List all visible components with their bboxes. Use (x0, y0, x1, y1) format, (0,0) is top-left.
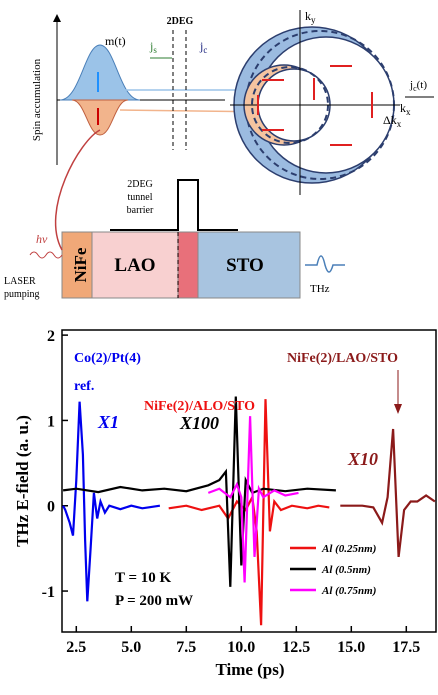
annotation: X100 (179, 413, 219, 433)
label: tunnel (128, 192, 153, 203)
layer-label: STO (226, 255, 264, 276)
y-tick-label: 1 (47, 413, 55, 430)
label: 2DEG (167, 16, 194, 27)
wave (30, 252, 62, 258)
y-tick-label: 0 (47, 499, 55, 516)
x-tick-label: 2.5 (66, 639, 86, 656)
annotation: NiFe(2)/LAO/STO (287, 351, 398, 366)
t: x (406, 107, 411, 117)
x-tick-label: 12.5 (282, 639, 310, 656)
annotation: T = 10 K (115, 570, 172, 586)
t: x (397, 119, 402, 129)
annotation: NiFe(2)/ALO/STO (144, 399, 255, 414)
label: 2DEG (127, 179, 153, 190)
x-tick-label: 5.0 (121, 639, 141, 656)
dkx: Δkx (383, 113, 402, 129)
spin-axis: Spin accumulation (31, 58, 43, 141)
kx: kx (400, 101, 411, 117)
figure: m(t) Spin accumulation 2DEG js jc ky kx … (0, 0, 438, 690)
jc: jc (199, 39, 207, 55)
page: m(t) Spin accumulation 2DEG js jc ky kx … (0, 0, 438, 690)
m-label: m(t) (105, 34, 126, 48)
legend-label: Al (0.25nm) (321, 543, 376, 555)
hv: hν (36, 232, 48, 246)
jct: jc(t) (409, 79, 427, 93)
x-tick-label: 10.0 (227, 639, 255, 656)
t: c (203, 45, 207, 55)
label: LASER (4, 276, 36, 287)
wave (305, 256, 345, 272)
arrow (53, 14, 61, 22)
layer-label: NiFe (71, 247, 90, 282)
layer (178, 232, 198, 298)
x-tick-label: 15.0 (337, 639, 365, 656)
y-tick-label: 2 (47, 328, 55, 345)
t: y (311, 15, 316, 25)
series-line (208, 416, 298, 582)
annotation: X10 (347, 449, 378, 469)
legend-label: Al (0.5nm) (321, 564, 371, 576)
t: Δk (383, 113, 397, 127)
x-label: Time (ps) (215, 660, 284, 679)
y-tick-label: -1 (42, 584, 55, 601)
layer-label: LAO (114, 255, 155, 276)
annotation: X1 (97, 412, 119, 432)
y-label: THz E-field (a. u.) (13, 415, 32, 547)
diagram: m(t) Spin accumulation 2DEG js jc ky kx … (4, 9, 434, 300)
spin-up (60, 45, 140, 100)
annotation: ref. (74, 379, 94, 394)
annotation-arrow (394, 404, 402, 414)
label: THz (310, 283, 330, 295)
ky: ky (305, 9, 316, 25)
annotation: P = 200 mW (115, 593, 193, 609)
t: (t) (417, 79, 428, 91)
x-tick-label: 17.5 (392, 639, 420, 656)
label: pumping (4, 289, 40, 300)
js: js (149, 39, 157, 55)
spin-down (72, 100, 128, 135)
label: barrier (127, 205, 154, 216)
t: s (153, 45, 157, 55)
legend-label: Al (0.75nm) (321, 585, 376, 597)
x-tick-label: 7.5 (176, 639, 196, 656)
annotation: Co(2)/Pt(4) (74, 351, 141, 366)
